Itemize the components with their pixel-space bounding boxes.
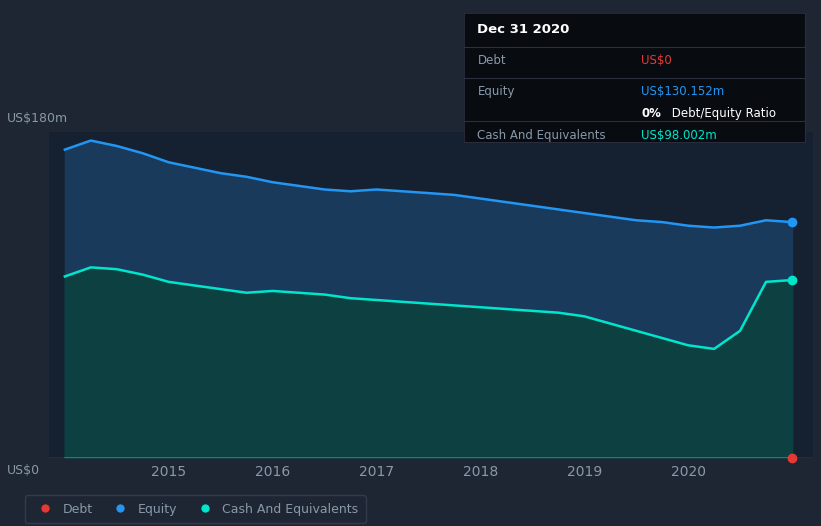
- Text: US$0: US$0: [641, 54, 672, 67]
- Text: US$130.152m: US$130.152m: [641, 85, 724, 98]
- Text: US$180m: US$180m: [7, 112, 68, 125]
- Text: US$0: US$0: [7, 464, 40, 477]
- Text: Debt: Debt: [478, 54, 506, 67]
- Text: Debt/Equity Ratio: Debt/Equity Ratio: [668, 107, 777, 120]
- Text: Dec 31 2020: Dec 31 2020: [478, 24, 570, 36]
- Text: 0%: 0%: [641, 107, 661, 120]
- Text: Equity: Equity: [478, 85, 515, 98]
- Text: US$98.002m: US$98.002m: [641, 129, 717, 142]
- Text: Cash And Equivalents: Cash And Equivalents: [478, 129, 606, 142]
- Legend: Debt, Equity, Cash And Equivalents: Debt, Equity, Cash And Equivalents: [25, 495, 365, 523]
